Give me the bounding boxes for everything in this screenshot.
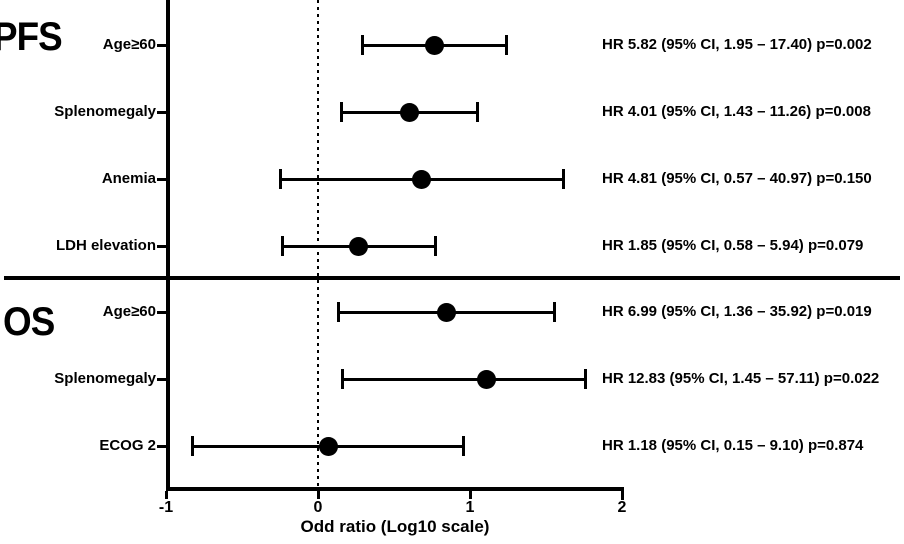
ci-cap-high-pfs-ldh-elevation <box>434 236 438 256</box>
hr-annotation-pfs-splenomegaly: HR 4.01 (95% CI, 1.43 – 11.26) p=0.008 <box>602 103 871 120</box>
x-axis-title: Odd ratio (Log10 scale) <box>300 517 490 536</box>
x-tick-2 <box>620 491 624 499</box>
ci-cap-low-pfs-splenomegaly <box>340 102 344 122</box>
y-tick-pfs-age-60 <box>157 44 167 47</box>
hr-marker-pfs-age-60 <box>424 35 444 55</box>
hr-marker-os-ecog-2 <box>319 436 339 456</box>
row-label-os-ecog-2: ECOG 2 <box>99 437 156 454</box>
section-label-pfs: PFS <box>0 15 63 59</box>
row-label-pfs-ldh-elevation: LDH elevation <box>55 237 156 254</box>
y-tick-os-splenomegaly <box>157 378 167 381</box>
y-tick-pfs-ldh-elevation <box>157 245 167 248</box>
section-label-os: OS <box>3 300 55 344</box>
ci-cap-low-os-ecog-2 <box>191 436 195 456</box>
x-tick-0 <box>316 491 320 499</box>
y-tick-os-ecog-2 <box>157 445 167 448</box>
ci-cap-high-os-age-60 <box>552 302 556 322</box>
ci-cap-high-pfs-anemia <box>561 169 565 189</box>
x-tick-label--1: -1 <box>158 499 174 516</box>
y-tick-pfs-anemia <box>157 178 167 181</box>
row-label-pfs-age-60: Age≥60 <box>102 36 156 53</box>
y-tick-pfs-splenomegaly <box>157 111 167 114</box>
row-label-pfs-splenomegaly: Splenomegaly <box>54 103 156 120</box>
y-tick-os-age-60 <box>157 311 167 314</box>
x-tick--1 <box>164 491 168 499</box>
ci-cap-high-os-ecog-2 <box>462 436 466 456</box>
x-tick-1 <box>468 491 472 499</box>
hr-annotation-os-splenomegaly: HR 12.83 (95% CI, 1.45 – 57.11) p=0.022 <box>602 370 880 387</box>
y-axis-line <box>166 0 170 491</box>
ci-cap-high-pfs-splenomegaly <box>476 102 480 122</box>
row-label-os-splenomegaly: Splenomegaly <box>54 370 156 387</box>
ci-cap-low-pfs-anemia <box>279 169 283 189</box>
hr-marker-pfs-splenomegaly <box>400 102 420 122</box>
hr-marker-os-splenomegaly <box>476 369 496 389</box>
ci-line-os-splenomegaly <box>342 377 585 381</box>
hr-annotation-os-ecog-2: HR 1.18 (95% CI, 0.15 – 9.10) p=0.874 <box>602 437 864 454</box>
hr-annotation-os-age-60: HR 6.99 (95% CI, 1.36 – 35.92) p=0.019 <box>602 303 872 320</box>
ci-cap-high-pfs-age-60 <box>505 35 509 55</box>
row-label-pfs-anemia: Anemia <box>101 170 156 187</box>
hr-annotation-pfs-anemia: HR 4.81 (95% CI, 0.57 – 40.97) p=0.150 <box>602 170 872 187</box>
hr-marker-pfs-ldh-elevation <box>349 236 369 256</box>
ci-cap-low-os-splenomegaly <box>341 369 345 389</box>
ci-cap-low-os-age-60 <box>336 302 340 322</box>
ci-cap-low-pfs-age-60 <box>360 35 364 55</box>
x-tick-label-1: 1 <box>465 499 475 516</box>
hr-annotation-pfs-age-60: HR 5.82 (95% CI, 1.95 – 17.40) p=0.002 <box>602 36 872 53</box>
section-divider-line <box>4 276 900 280</box>
ci-cap-low-pfs-ldh-elevation <box>280 236 284 256</box>
ci-cap-high-os-splenomegaly <box>583 369 587 389</box>
x-tick-label-2: 2 <box>617 499 627 516</box>
x-tick-label-0: 0 <box>313 499 323 516</box>
hr-annotation-pfs-ldh-elevation: HR 1.85 (95% CI, 0.58 – 5.94) p=0.079 <box>602 237 864 254</box>
row-label-os-age-60: Age≥60 <box>102 303 156 320</box>
hr-marker-os-age-60 <box>436 302 456 322</box>
hr-marker-pfs-anemia <box>412 169 432 189</box>
reference-dotted-line <box>317 0 319 487</box>
x-axis-line <box>166 487 624 491</box>
